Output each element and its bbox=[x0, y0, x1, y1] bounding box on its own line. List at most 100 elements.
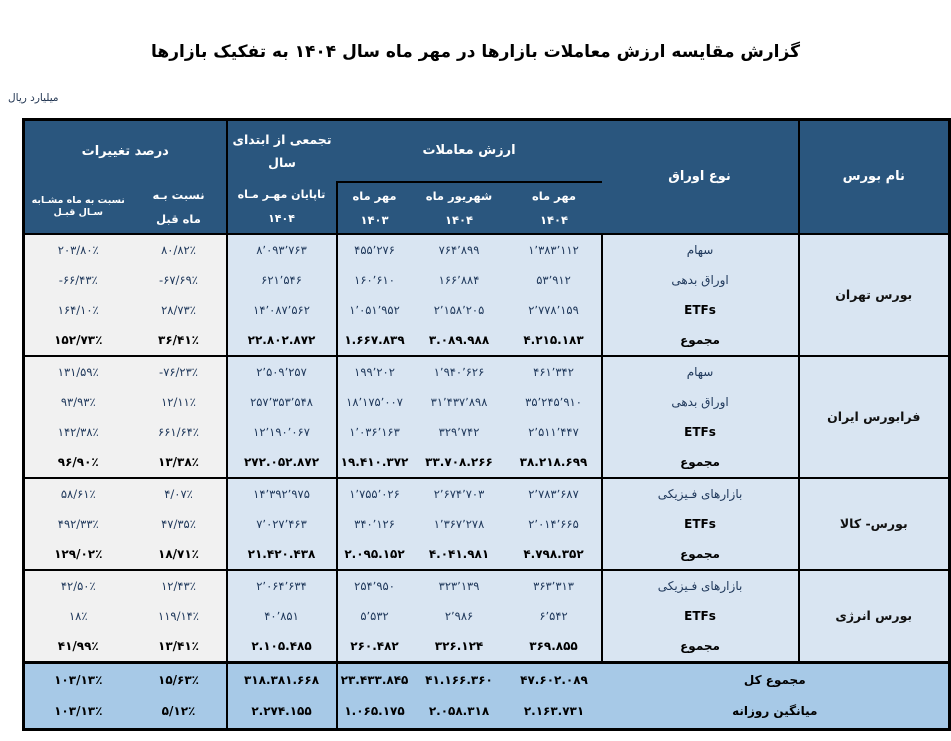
header-ytd: تاپایان مهـر مـاه ۱۴۰۴ bbox=[225, 181, 338, 234]
value-mehr-1403: ۲.۰۹۵.۱۵۲ bbox=[344, 546, 405, 561]
security-type-label: بازارهای فـیزیکی bbox=[657, 486, 743, 501]
value-shahrivar-1404-cell: ۷۶۴٬۸۹۹ ۱۶۶٬۸۸۴ ۲٬۱۵۸٬۲۰۵ ۳.۰۸۹.۹۸۸ bbox=[411, 232, 507, 356]
value-ytd-cell: ۸٬۰۹۳٬۷۶۳ ۶۲۱٬۵۴۶ ۱۴٬۰۸۷٬۵۶۲ ۲۲.۸۰۲.۸۷۲ bbox=[225, 232, 338, 356]
value-shahrivar-1404: ۱٬۳۶۷٬۲۷۸ bbox=[433, 516, 485, 531]
table-body: بورس تهران سهام اوراق بدهی ETFs مجموع ۱٬۳۸۳٬۱… bbox=[23, 232, 950, 729]
pct-vs-prev-month: ۳۶/۴۱٪ bbox=[158, 332, 200, 347]
value-mehr-1403: ۲۵۴٬۹۵۰ bbox=[354, 578, 395, 593]
footer-value-ytd: ۳۱۸.۳۸۱.۶۶۸ bbox=[243, 673, 320, 687]
security-type-label: مجموع bbox=[680, 454, 720, 469]
security-type-label: اوراق بدهی bbox=[671, 272, 729, 287]
value-shahrivar-1404: ۲٬۱۵۸٬۲۰۵ bbox=[433, 302, 485, 317]
pct-vs-same-month-last-year: ۹۳/۹۳٪ bbox=[60, 394, 96, 409]
pct-vs-prev-month: ۶۶۱/۶۴٪ bbox=[158, 424, 199, 439]
header-shahrivar-1404: شهریور ماه ۱۴۰۴ bbox=[411, 181, 507, 234]
value-shahrivar-1404-cell: ۱٬۹۴۰٬۶۲۶ ۳۱٬۴۳۷٬۸۹۸ ۳۲۹٬۷۴۲ ۳۳.۷۰۸.۲۶۶ bbox=[411, 354, 507, 478]
value-mehr-1404: ۲٬۷۸۳٬۶۸۷ bbox=[528, 486, 579, 501]
security-type-label: سهام bbox=[686, 364, 714, 379]
header-cumulative-line2: سال bbox=[268, 155, 296, 171]
value-ytd-cell: ۲٬۰۶۴٬۶۳۴ ۴۰٬۸۵۱ ۲.۱۰۵.۴۸۵ bbox=[225, 568, 338, 662]
pct-vs-prev-month: ۱۸/۷۱٪ bbox=[158, 546, 200, 561]
footer-pct-vs-prev-month-cell: ۱۵/۶۳٪ ۵/۱۲٪ bbox=[131, 660, 227, 729]
pct-vs-prev-month: ۲۸/۷۳٪ bbox=[161, 302, 196, 317]
pct-vs-same-month-last-year: ۴۲/۵۰٪ bbox=[60, 578, 96, 593]
value-mehr-1404-cell: ۴۶۱٬۳۴۲ ۳۵٬۲۴۵٬۹۱۰ ۲٬۵۱۱٬۴۴۷ ۳۸.۲۱۸.۶۹۹ bbox=[506, 354, 602, 478]
header-exchange-name: نام بورس bbox=[797, 119, 950, 234]
pct-vs-same-month-last-year-cell: ۵۸/۶۱٪ ۴۹۲/۳۳٪ ۱۲۹/۰۲٪ bbox=[23, 476, 132, 570]
value-shahrivar-1404-cell: ۲٬۶۷۴٬۷۰۳ ۱٬۳۶۷٬۲۷۸ ۴.۰۴۱.۹۸۱ bbox=[411, 476, 507, 570]
pct-vs-same-month-last-year-cell: ۲۰۳/۸۰٪ -۶۶/۴۳٪ ۱۶۴/۱۰٪ ۱۵۲/۷۳٪ bbox=[23, 232, 132, 356]
header-mehr-1404: مهر ماه ۱۴۰۴ bbox=[506, 181, 602, 234]
pct-vs-same-month-last-year-cell: ۴۲/۵۰٪ ۱۸٪ ۴۱/۹۹٪ bbox=[23, 568, 132, 662]
value-ytd: ۱۴٬۰۸۷٬۵۶۲ bbox=[253, 302, 310, 317]
value-ytd: ۲٬۰۶۴٬۶۳۴ bbox=[256, 578, 307, 593]
pct-vs-same-month-last-year: ۴۹۲/۳۳٪ bbox=[57, 516, 99, 531]
header-shahrivar-1404-month: شهریور ماه bbox=[425, 188, 493, 203]
header-mehr-1403-year: ۱۴۰۳ bbox=[360, 212, 389, 227]
security-type-label: مجموع bbox=[680, 546, 720, 561]
security-type-cell: سهام اوراق بدهی ETFs مجموع bbox=[600, 232, 799, 356]
header-shahrivar-1404-year: ۱۴۰۴ bbox=[444, 212, 474, 227]
value-shahrivar-1404: ۳.۰۸۹.۹۸۸ bbox=[428, 332, 490, 347]
header-ytd-line2: ۱۴۰۴ bbox=[268, 212, 295, 225]
security-type-label: اوراق بدهی bbox=[671, 394, 729, 409]
value-mehr-1404-cell: ۲٬۷۸۳٬۶۸۷ ۲٬۰۱۴٬۶۶۵ ۴.۷۹۸.۳۵۲ bbox=[506, 476, 602, 570]
value-mehr-1403: ۱۹.۴۱۰.۳۷۲ bbox=[340, 454, 409, 469]
pct-vs-same-month-last-year: ۵۸/۶۱٪ bbox=[60, 486, 96, 501]
value-mehr-1403: ۱٬۷۵۵٬۰۲۶ bbox=[349, 486, 400, 501]
footer-value-ytd-cell: ۳۱۸.۳۸۱.۶۶۸ ۲.۲۷۴.۱۵۵ bbox=[225, 660, 338, 729]
security-type-label: مجموع bbox=[680, 332, 720, 347]
header-mehr-1404-month: مهر ماه bbox=[531, 188, 577, 203]
footer-value-shahrivar-1404: ۴۱.۱۶۶.۳۶۰ bbox=[425, 673, 493, 687]
value-mehr-1404: ۳۸.۲۱۸.۶۹۹ bbox=[519, 454, 588, 469]
value-ytd: ۲٬۵۰۹٬۲۵۷ bbox=[256, 364, 307, 379]
security-type-label: ETFs bbox=[684, 608, 716, 623]
header-cumulative-group: تجمعی از ابتدای سال bbox=[225, 119, 337, 182]
value-ytd: ۲۷۲.۰۵۲.۸۷۲ bbox=[243, 454, 320, 469]
value-mehr-1403: ۳۴۰٬۱۲۶ bbox=[354, 516, 395, 531]
header-mehr-1403: مهر ماه ۱۴۰۳ bbox=[336, 181, 412, 234]
value-mehr-1403-cell: ۲۵۴٬۹۵۰ ۵٬۵۳۲ ۲۶۰.۴۸۲ bbox=[336, 568, 412, 662]
pct-vs-prev-month: -۷۶/۲۳٪ bbox=[159, 364, 198, 379]
header-sub-row: مهر ماه ۱۴۰۴ شهریور ماه ۱۴۰۴ مهر ماه ۱۴۰… bbox=[23, 181, 950, 234]
footer-value-mehr-1404-cell: ۴۷.۶۰۲.۰۸۹ ۲.۱۶۳.۷۳۱ bbox=[506, 660, 602, 729]
pct-vs-prev-month-cell: ۸۰/۸۲٪ -۶۷/۶۹٪ ۲۸/۷۳٪ ۳۶/۴۱٪ bbox=[131, 232, 227, 356]
security-type-cell: بازارهای فـیزیکی ETFs مجموع bbox=[600, 568, 799, 662]
value-ytd: ۲۲.۸۰۲.۸۷۲ bbox=[247, 332, 316, 347]
value-mehr-1403: ۱۶۰٬۶۱۰ bbox=[354, 272, 395, 287]
value-ytd: ۲.۱۰۵.۴۸۵ bbox=[251, 638, 312, 653]
value-ytd: ۴۰٬۸۵۱ bbox=[264, 608, 299, 623]
value-mehr-1404: ۳۵٬۲۴۵٬۹۱۰ bbox=[525, 394, 582, 409]
pct-vs-prev-month: ۸۰/۸۲٪ bbox=[161, 242, 196, 257]
security-type-label: ETFs bbox=[684, 424, 716, 439]
header-trade-value-group: ارزش معاملات bbox=[336, 119, 602, 183]
footer-pct-vs-same-month-last-year: ۱۰۳/۱۳٪ bbox=[54, 673, 103, 687]
unit-label: میلیارد ریال bbox=[8, 92, 59, 104]
pct-vs-prev-month-cell: ۱۲/۴۳٪ ۱۱۹/۱۴٪ ۱۳/۴۱٪ bbox=[131, 568, 227, 662]
exchange-name: فرابورس ایران bbox=[797, 354, 950, 478]
value-shahrivar-1404: ۳۱٬۴۳۷٬۸۹۸ bbox=[430, 394, 488, 409]
header-percent-change-group: درصد تغییرات bbox=[23, 119, 227, 182]
pct-vs-prev-month-cell: ۴/۰۷٪ ۴۷/۳۵٪ ۱۸/۷۱٪ bbox=[131, 476, 227, 570]
value-ytd: ۲۵۷٬۳۵۳٬۵۴۸ bbox=[250, 394, 313, 409]
value-mehr-1403-cell: ۴۵۵٬۲۷۶ ۱۶۰٬۶۱۰ ۱٬۰۵۱٬۹۵۲ ۱.۶۶۷.۸۳۹ bbox=[336, 232, 412, 356]
footer-value-shahrivar-1404-cell: ۴۱.۱۶۶.۳۶۰ ۲.۰۵۸.۳۱۸ bbox=[411, 660, 507, 729]
pct-vs-prev-month: ۴۷/۳۵٪ bbox=[161, 516, 196, 531]
security-type-label: ETFs bbox=[684, 302, 716, 317]
exchange-block-row: بورس انرژی بازارهای فـیزیکی ETFs مجموع ۳۶۳٬۳… bbox=[23, 568, 950, 662]
value-mehr-1403: ۱.۶۶۷.۸۳۹ bbox=[344, 332, 405, 347]
footer-pct-vs-prev-month: ۱۵/۶۳٪ bbox=[158, 673, 200, 687]
value-mehr-1403: ۲۶۰.۴۸۲ bbox=[350, 638, 399, 653]
header-mehr-1404-year: ۱۴۰۴ bbox=[539, 212, 569, 227]
footer-value-mehr-1403: ۱.۰۶۵.۱۷۵ bbox=[344, 704, 405, 718]
pct-vs-prev-month: ۱۲/۱۱٪ bbox=[161, 394, 196, 409]
footer-value-ytd: ۲.۲۷۴.۱۵۵ bbox=[251, 704, 312, 718]
footer-value-shahrivar-1404: ۲.۰۵۸.۳۱۸ bbox=[428, 704, 490, 718]
pct-vs-prev-month: -۶۷/۶۹٪ bbox=[159, 272, 198, 287]
pct-vs-prev-month: ۱۲/۴۳٪ bbox=[161, 578, 196, 593]
security-type-label: ETFs bbox=[684, 516, 716, 531]
value-shahrivar-1404: ۷۶۴٬۸۹۹ bbox=[438, 242, 480, 257]
pct-vs-prev-month: ۱۳/۴۱٪ bbox=[158, 638, 200, 653]
footer-pct-vs-same-month-last-year: ۱۰۳/۱۳٪ bbox=[54, 704, 103, 718]
value-mehr-1404: ۲٬۵۱۱٬۴۴۷ bbox=[528, 424, 579, 439]
